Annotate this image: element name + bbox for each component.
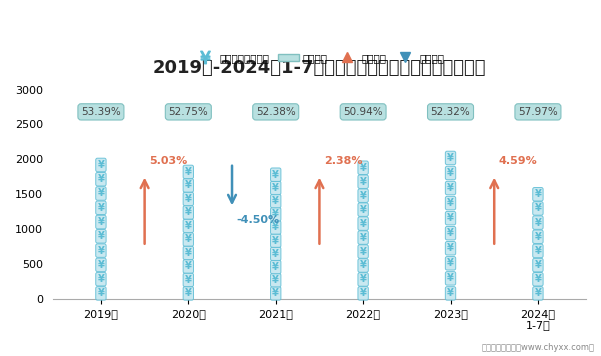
Text: ¥: ¥ [534, 274, 542, 284]
Text: ¥: ¥ [534, 260, 542, 270]
Text: 2.38%: 2.38% [324, 156, 362, 166]
Text: ¥: ¥ [272, 196, 279, 206]
Text: ¥: ¥ [272, 275, 279, 285]
Text: ¥: ¥ [272, 183, 279, 193]
Text: ¥: ¥ [272, 249, 279, 259]
Text: ¥: ¥ [97, 203, 105, 213]
Text: ¥: ¥ [97, 231, 105, 241]
Text: ¥: ¥ [359, 205, 367, 215]
Text: ¥: ¥ [97, 217, 105, 227]
Text: 5.03%: 5.03% [149, 156, 188, 166]
Text: 53.39%: 53.39% [81, 107, 121, 117]
Text: ¥: ¥ [359, 163, 367, 173]
Text: ¥: ¥ [534, 288, 542, 298]
Text: ¥: ¥ [534, 246, 542, 256]
Text: ¥: ¥ [185, 234, 192, 245]
Text: ¥: ¥ [272, 170, 279, 180]
Text: 制图：智研咋询（www.chyxx.com）: 制图：智研咋询（www.chyxx.com） [482, 344, 595, 352]
Text: ¥: ¥ [185, 167, 192, 177]
Text: ¥: ¥ [185, 194, 192, 204]
Text: ¥: ¥ [359, 288, 367, 298]
Legend: 累计保费（亿元）, 寿险占比, 同比增加, 同比减少: 累计保费（亿元）, 寿险占比, 同比增加, 同比减少 [195, 53, 444, 63]
Text: ¥: ¥ [185, 221, 192, 231]
Text: ¥: ¥ [272, 236, 279, 246]
Text: ¥: ¥ [97, 260, 105, 270]
Text: 4.59%: 4.59% [499, 156, 537, 166]
Text: ¥: ¥ [185, 275, 192, 285]
Text: ¥: ¥ [447, 273, 454, 283]
Text: ¥: ¥ [359, 191, 367, 201]
Text: ¥: ¥ [97, 246, 105, 256]
Text: ¥: ¥ [272, 288, 279, 298]
Text: ¥: ¥ [447, 213, 454, 223]
Text: ¥: ¥ [272, 262, 279, 272]
Text: ¥: ¥ [534, 218, 542, 227]
Text: ¥: ¥ [97, 288, 105, 298]
Text: 52.32%: 52.32% [431, 107, 471, 117]
Text: ¥: ¥ [359, 232, 367, 242]
Text: ¥: ¥ [272, 209, 279, 219]
Text: ¥: ¥ [185, 261, 192, 271]
Text: ¥: ¥ [185, 288, 192, 298]
Text: ¥: ¥ [97, 274, 105, 284]
Text: ¥: ¥ [447, 153, 454, 163]
Text: ¥: ¥ [185, 180, 192, 190]
Text: ¥: ¥ [447, 183, 454, 193]
Text: ¥: ¥ [447, 168, 454, 178]
Text: 52.38%: 52.38% [256, 107, 296, 117]
Text: ¥: ¥ [97, 188, 105, 199]
Text: ¥: ¥ [359, 261, 367, 271]
Text: ¥: ¥ [359, 219, 367, 229]
Text: ¥: ¥ [272, 222, 279, 232]
Text: 52.75%: 52.75% [168, 107, 208, 117]
Text: ¥: ¥ [447, 198, 454, 208]
Text: ¥: ¥ [534, 189, 542, 199]
Text: ¥: ¥ [447, 243, 454, 253]
Text: ¥: ¥ [534, 232, 542, 242]
Text: ¥: ¥ [359, 246, 367, 257]
Text: ¥: ¥ [359, 274, 367, 284]
Text: ¥: ¥ [97, 160, 105, 170]
Text: 50.94%: 50.94% [343, 107, 383, 117]
Text: ¥: ¥ [447, 228, 454, 238]
Text: ¥: ¥ [447, 258, 454, 268]
Text: 57.97%: 57.97% [518, 107, 558, 117]
Text: ¥: ¥ [359, 177, 367, 187]
Text: ¥: ¥ [97, 174, 105, 184]
Text: ¥: ¥ [185, 208, 192, 218]
Text: -4.50%: -4.50% [236, 215, 279, 225]
Text: ¥: ¥ [185, 248, 192, 258]
Title: 2019年-2024年1-7月河北省累计原保险保费收入统计图: 2019年-2024年1-7月河北省累计原保险保费收入统计图 [153, 59, 486, 77]
Text: ¥: ¥ [534, 203, 542, 214]
Text: ¥: ¥ [447, 288, 454, 298]
